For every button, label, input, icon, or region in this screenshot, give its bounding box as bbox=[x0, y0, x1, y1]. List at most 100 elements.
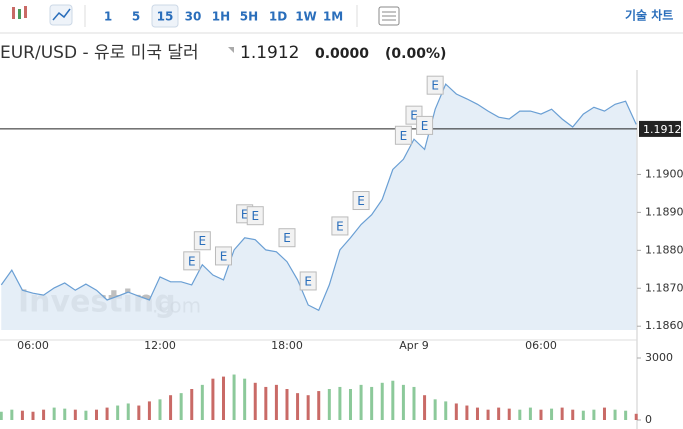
event-label: E bbox=[400, 129, 408, 143]
interval-selected bbox=[151, 4, 179, 28]
volume-bar bbox=[634, 413, 638, 420]
toolbar-icons bbox=[12, 4, 400, 27]
volume-bar bbox=[317, 391, 321, 420]
interval-button[interactable]: 30 bbox=[185, 10, 202, 24]
event-box[interactable] bbox=[246, 206, 264, 226]
volume-bar bbox=[73, 409, 77, 420]
volume-bar bbox=[528, 407, 532, 420]
last-price-label: 1.1912 bbox=[643, 123, 682, 136]
volume-bar bbox=[624, 410, 628, 420]
volume-bar bbox=[147, 401, 151, 420]
price-area bbox=[1, 84, 637, 330]
volume-bar bbox=[94, 409, 98, 420]
volume-bar bbox=[190, 389, 194, 420]
interval-button[interactable]: 1D bbox=[269, 10, 287, 24]
volume-tick-label: 0 bbox=[645, 413, 652, 426]
event-box[interactable] bbox=[299, 271, 317, 291]
volume-bar bbox=[253, 382, 257, 420]
event-label: E bbox=[357, 194, 365, 208]
volume-bar bbox=[592, 409, 596, 420]
volume-bar bbox=[105, 407, 109, 420]
interval-button[interactable]: 1 bbox=[104, 10, 112, 24]
volume-bar bbox=[285, 389, 289, 420]
volume-bar bbox=[391, 380, 395, 420]
volume-bar bbox=[539, 409, 543, 420]
header-change: 0.0000 bbox=[315, 46, 369, 62]
event-label: E bbox=[220, 249, 228, 263]
volume-bar bbox=[613, 409, 617, 420]
volume-bar bbox=[401, 384, 405, 420]
volume-bar bbox=[602, 407, 606, 420]
interval-button[interactable]: 15 bbox=[157, 10, 174, 24]
interval-button[interactable]: 5H bbox=[240, 10, 258, 24]
event-box[interactable] bbox=[331, 216, 349, 236]
volume-bar bbox=[423, 395, 427, 420]
event-box[interactable] bbox=[426, 75, 444, 95]
volume-bar bbox=[84, 410, 88, 420]
volume-bar bbox=[116, 405, 120, 420]
event-box[interactable] bbox=[416, 115, 434, 135]
volume-bar bbox=[348, 389, 352, 420]
volume-bar bbox=[359, 384, 363, 420]
event-box[interactable] bbox=[214, 246, 232, 266]
event-box[interactable] bbox=[278, 228, 296, 248]
event-box[interactable] bbox=[183, 251, 201, 271]
flag-icon bbox=[228, 47, 234, 53]
x-tick-label: 12:00 bbox=[144, 339, 176, 352]
interval-button[interactable]: 5 bbox=[132, 10, 140, 24]
chart-type-link[interactable]: 기술 차트 bbox=[625, 8, 673, 23]
event-box[interactable] bbox=[394, 125, 412, 145]
volume-bar bbox=[497, 407, 501, 420]
volume-bar bbox=[232, 374, 236, 420]
volume-bar bbox=[550, 408, 554, 420]
header-price: 1.1912 bbox=[240, 43, 299, 63]
y-tick-label: 1.1900 bbox=[645, 167, 683, 180]
price-line bbox=[0, 83, 637, 312]
volume-bar bbox=[518, 409, 522, 420]
volume-bar bbox=[42, 409, 46, 420]
volume-bar bbox=[380, 382, 384, 420]
volume-bar bbox=[412, 386, 416, 420]
volume-bar bbox=[243, 378, 247, 420]
x-tick-label: 06:00 bbox=[525, 339, 557, 352]
volume-tick-label: 3000 bbox=[645, 351, 673, 364]
volume-bar bbox=[31, 411, 35, 420]
event-label: E bbox=[283, 231, 291, 245]
volume-bar bbox=[221, 376, 225, 420]
x-tick-label: 18:00 bbox=[271, 339, 303, 352]
event-label: E bbox=[199, 234, 207, 248]
volume-bar bbox=[137, 405, 141, 420]
y-tick-label: 1.1890 bbox=[645, 205, 683, 218]
volume-bar bbox=[475, 407, 479, 420]
instrument-name: EUR/USD - 유로 미국 달러 bbox=[0, 43, 199, 63]
volume-bar bbox=[20, 410, 24, 420]
event-label: E bbox=[410, 109, 418, 123]
volume-bar bbox=[0, 411, 3, 420]
event-label: E bbox=[188, 254, 196, 268]
event-label: E bbox=[421, 119, 429, 133]
volume-bar bbox=[52, 407, 56, 420]
volume-bar bbox=[211, 378, 215, 420]
volume-bar bbox=[10, 409, 14, 420]
volume-bar bbox=[327, 389, 331, 420]
interval-button[interactable]: 1M bbox=[323, 10, 343, 24]
y-tick-label: 1.1870 bbox=[645, 281, 683, 294]
volume-bar bbox=[507, 408, 511, 420]
interval-button[interactable]: 1W bbox=[295, 10, 317, 24]
volume-bar bbox=[264, 386, 268, 420]
volume-bar bbox=[454, 403, 458, 420]
event-label: E bbox=[336, 219, 344, 233]
volume-bar bbox=[433, 399, 437, 420]
event-label: E bbox=[431, 79, 439, 93]
event-box[interactable] bbox=[352, 191, 370, 211]
event-box[interactable] bbox=[193, 231, 211, 251]
y-tick-label: 1.1880 bbox=[645, 243, 683, 256]
volume-bar bbox=[444, 401, 448, 420]
volume-bar bbox=[581, 410, 585, 420]
volume-bar bbox=[274, 384, 278, 420]
volume-bar bbox=[571, 409, 575, 420]
interval-button[interactable]: 1H bbox=[212, 10, 230, 24]
volume-bar bbox=[200, 384, 204, 420]
volume-bar bbox=[370, 386, 374, 420]
